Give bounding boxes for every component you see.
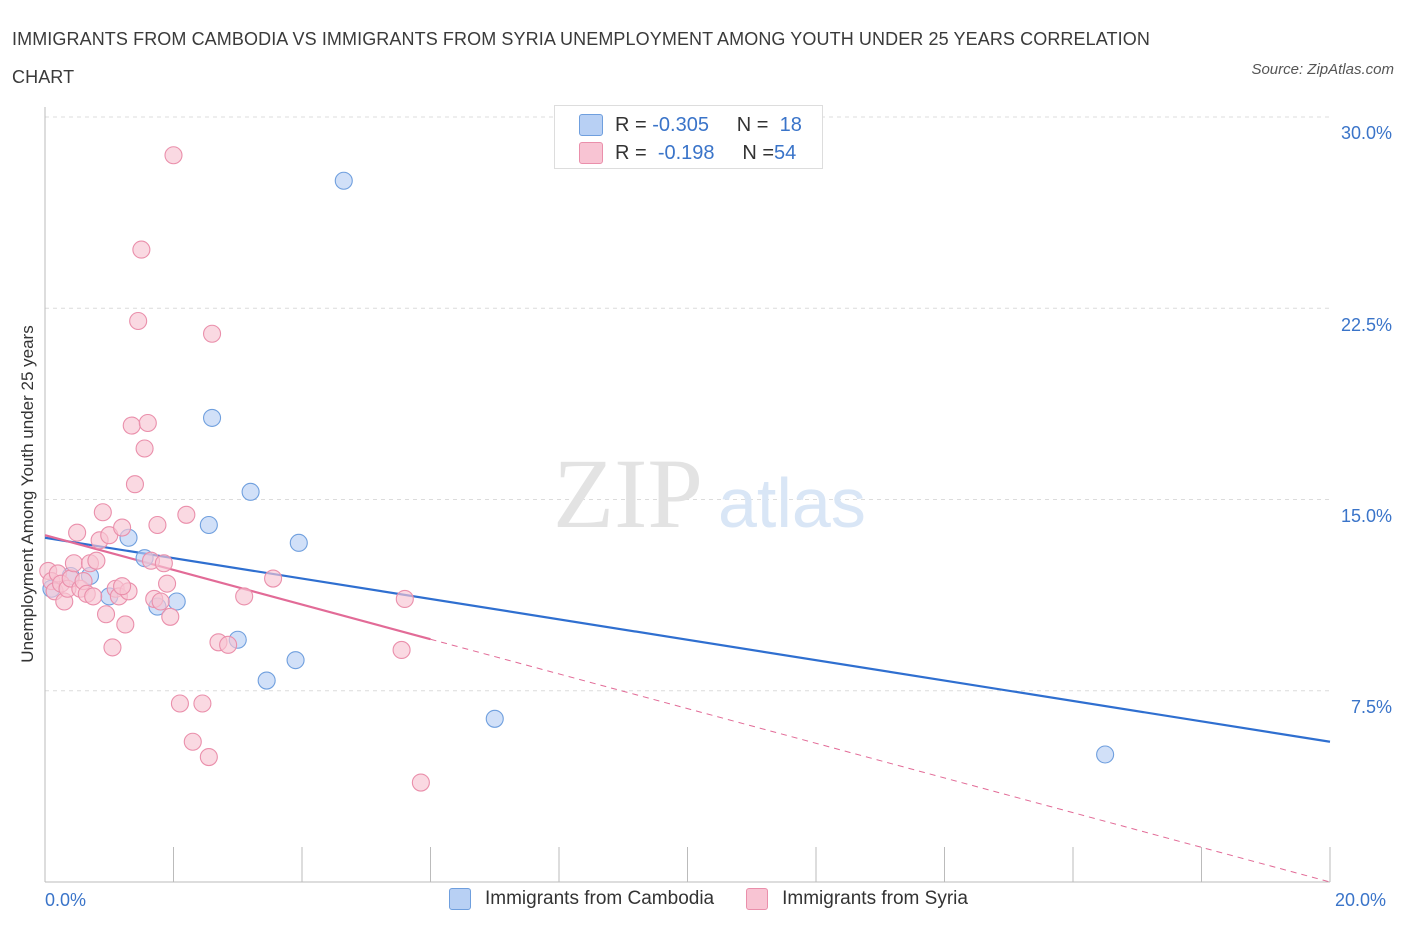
y-tick-label: 7.5% (1350, 697, 1392, 717)
point-cambodia (167, 592, 186, 611)
point-syria (177, 505, 196, 524)
point-syria (122, 416, 141, 435)
point-cambodia (257, 671, 276, 690)
legend-r-label: R = (615, 141, 647, 164)
legend-n-label: N = (736, 113, 769, 136)
series-swatch-cambodia (449, 888, 471, 910)
chart-title: IMMIGRANTS FROM CAMBODIA VS IMMIGRANTS F… (12, 29, 1150, 87)
point-syria (392, 640, 411, 660)
point-syria (129, 311, 148, 331)
point-syria (138, 413, 157, 433)
point-syria (113, 577, 132, 596)
point-syria (84, 587, 103, 606)
point-syria (170, 694, 189, 713)
legend-n-label: N = (742, 141, 775, 164)
series-legend: Immigrants from Cambodia Immigrants from… (449, 888, 1000, 910)
point-cambodia (334, 171, 353, 190)
series-label-syria: Immigrants from Syria (782, 888, 968, 909)
point-syria (116, 615, 135, 634)
legend-n-value: 18 (779, 113, 802, 136)
trend-line-syria (44, 534, 431, 641)
point-cambodia (199, 515, 218, 535)
grid-lines (45, 116, 1330, 692)
legend-row-syria: R = -0.198 N = 54 (579, 139, 796, 167)
point-syria (64, 554, 83, 573)
legend-r-value: -0.305 (652, 113, 709, 136)
point-cambodia (289, 533, 308, 552)
point-syria (199, 747, 218, 767)
point-syria (411, 773, 430, 792)
point-syria (93, 503, 112, 522)
point-syria (158, 574, 177, 593)
y-tick-label: 15.0% (1340, 506, 1392, 526)
point-cambodia (1096, 745, 1115, 764)
point-syria (161, 607, 180, 626)
legend-swatch-cambodia (579, 114, 603, 136)
legend-n-value: 54 (774, 141, 797, 164)
watermark-zip: ZIP (553, 438, 703, 549)
correlation-legend: R = -0.305 N = 18 R = -0.198 N = 54 (554, 105, 823, 169)
legend-r-label: R = (615, 113, 647, 136)
point-syria (203, 324, 222, 343)
point-syria (183, 732, 202, 751)
axes (44, 107, 1331, 883)
point-syria (125, 475, 144, 494)
point-syria (151, 592, 170, 611)
point-cambodia (203, 408, 222, 427)
point-syria (219, 635, 238, 654)
data-points (39, 146, 1115, 792)
point-syria (235, 587, 254, 606)
point-syria (264, 569, 283, 588)
point-syria (148, 515, 167, 535)
y-tick-label: 22.5% (1340, 315, 1392, 335)
x-tick-label-min: 0.0% (45, 890, 87, 910)
point-syria (96, 605, 116, 624)
point-syria (87, 551, 106, 570)
point-syria (68, 523, 87, 542)
point-cambodia (286, 651, 305, 670)
legend-r-value: -0.198 (657, 141, 715, 164)
source-label: Source: ZipAtlas.com (1251, 61, 1394, 78)
watermark-atlas: atlas (718, 464, 866, 542)
point-cambodia (485, 709, 504, 728)
point-syria (395, 589, 414, 609)
series-legend-syria: Immigrants from Syria (746, 888, 968, 910)
x-tick-label-max: 20.0% (1335, 890, 1387, 910)
legend-row-cambodia: R = -0.305 N = 18 (579, 111, 802, 139)
trend-line-syria-extension (430, 638, 1331, 883)
trend-lines (44, 534, 1331, 883)
watermark: ZIP atlas (553, 438, 866, 549)
series-swatch-syria (746, 888, 769, 910)
legend-swatch-syria (579, 142, 603, 164)
point-cambodia (241, 482, 260, 501)
point-syria (132, 240, 151, 259)
point-syria (154, 554, 173, 573)
y-tick-label: 30.0% (1340, 123, 1392, 143)
series-legend-cambodia: Immigrants from Cambodia (449, 888, 714, 910)
point-syria (135, 439, 154, 458)
series-label-cambodia: Immigrants from Cambodia (485, 888, 715, 909)
point-syria (164, 146, 183, 165)
trend-line-cambodia (44, 536, 1331, 743)
point-syria (113, 518, 132, 537)
point-syria (103, 638, 122, 657)
point-syria (193, 694, 212, 713)
